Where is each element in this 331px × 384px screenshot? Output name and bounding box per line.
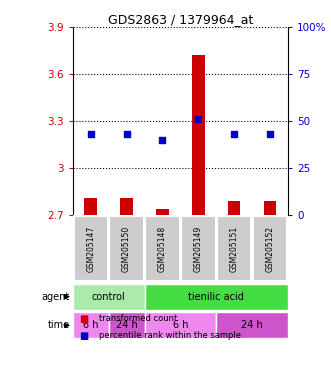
FancyBboxPatch shape [73, 217, 108, 281]
Text: GSM205151: GSM205151 [230, 225, 239, 272]
FancyBboxPatch shape [145, 217, 180, 281]
Bar [228, 201, 240, 215]
Point [160, 137, 165, 143]
Title: GDS2863 / 1379964_at: GDS2863 / 1379964_at [108, 13, 253, 26]
FancyBboxPatch shape [217, 217, 252, 281]
Bar [264, 201, 276, 215]
Text: ■: ■ [79, 314, 89, 324]
Bar [156, 209, 169, 215]
FancyBboxPatch shape [73, 313, 109, 338]
Text: time: time [47, 320, 70, 331]
Text: GSM205147: GSM205147 [86, 225, 95, 272]
Text: 6 h: 6 h [83, 320, 99, 331]
Point [267, 131, 273, 137]
FancyBboxPatch shape [109, 313, 145, 338]
FancyBboxPatch shape [253, 217, 287, 281]
FancyBboxPatch shape [145, 284, 288, 310]
Point [124, 131, 129, 137]
Text: transformed count: transformed count [99, 314, 177, 323]
FancyBboxPatch shape [216, 313, 288, 338]
Text: GSM205152: GSM205152 [265, 225, 274, 272]
Text: control: control [92, 291, 125, 302]
Point [231, 131, 237, 137]
FancyBboxPatch shape [145, 313, 216, 338]
FancyBboxPatch shape [73, 284, 145, 310]
FancyBboxPatch shape [109, 217, 144, 281]
Point [196, 116, 201, 122]
Text: GSM205150: GSM205150 [122, 225, 131, 272]
Text: 24 h: 24 h [116, 320, 137, 331]
Text: 24 h: 24 h [241, 320, 263, 331]
Text: GSM205148: GSM205148 [158, 225, 167, 272]
FancyBboxPatch shape [181, 217, 215, 281]
Text: 6 h: 6 h [173, 320, 188, 331]
Bar [120, 198, 133, 215]
Bar [192, 55, 205, 215]
Text: ■: ■ [79, 331, 89, 341]
Text: tienilic acid: tienilic acid [188, 291, 244, 302]
Point [88, 131, 93, 137]
Text: agent: agent [41, 291, 70, 302]
Text: GSM205149: GSM205149 [194, 225, 203, 272]
Bar [84, 198, 97, 215]
Text: percentile rank within the sample: percentile rank within the sample [99, 331, 241, 341]
